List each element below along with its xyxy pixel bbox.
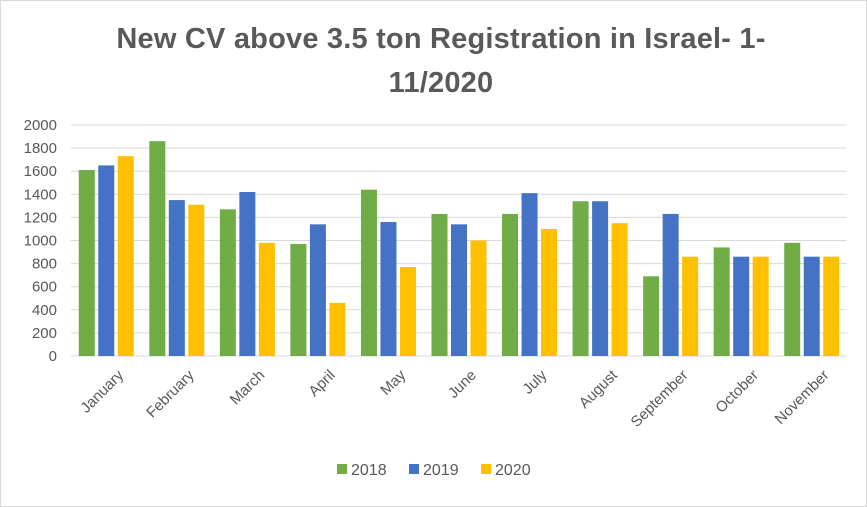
legend: 2018 2019 2020 <box>337 462 531 479</box>
bar-2019-september <box>662 213 679 356</box>
y-axis: 0 200 400 600 800 1000 1200 1400 1600 1800 2000 <box>24 117 57 365</box>
y-tick-label: 800 <box>32 256 57 273</box>
bar-2018-february <box>149 141 166 356</box>
y-tick-label: 1200 <box>24 209 57 226</box>
bar-2019-june <box>451 224 467 356</box>
bar-2020-march <box>258 242 275 356</box>
x-tick-label: November <box>772 367 833 428</box>
bar-2018-june <box>431 213 448 356</box>
x-axis: January February March April May June July Augu… <box>77 366 832 430</box>
bar-2018-april <box>290 243 307 356</box>
bar-2019-april <box>309 224 326 356</box>
bar-2019-october <box>733 256 750 356</box>
bar-2018-september <box>643 276 660 356</box>
x-tick-label: June <box>445 367 480 402</box>
bar-2019-august <box>592 201 609 356</box>
legend-label: 2020 <box>495 462 531 479</box>
y-tick-label: 1400 <box>24 186 57 203</box>
bar-2019-february <box>168 200 185 356</box>
x-tick-label: September <box>628 367 692 431</box>
bar-2018-august <box>572 201 589 356</box>
x-tick-label: January <box>77 366 127 416</box>
x-tick-label: August <box>576 366 622 412</box>
y-tick-label: 1600 <box>24 163 57 180</box>
bar-2018-may <box>360 189 377 356</box>
bar-2019-july <box>521 193 538 356</box>
bar-2019-november <box>803 256 820 356</box>
y-tick-label: 2000 <box>24 117 57 134</box>
bar-2020-august <box>611 223 628 356</box>
bar-2019-may <box>380 222 397 356</box>
legend-swatch <box>337 464 347 474</box>
y-tick-label: 600 <box>32 279 57 296</box>
bar-2020-september <box>682 256 699 356</box>
bar-2020-october <box>752 256 769 356</box>
x-tick-label: October <box>712 367 762 417</box>
bar-2020-june <box>470 240 487 356</box>
y-tick-label: 1000 <box>24 233 57 250</box>
x-tick-label: April <box>305 367 338 400</box>
y-tick-label: 0 <box>49 348 57 365</box>
legend-label: 2019 <box>423 462 459 479</box>
y-tick-label: 200 <box>32 325 57 342</box>
bar-2020-november <box>823 256 840 356</box>
bar-2018-july <box>502 213 519 356</box>
legend-label: 2018 <box>351 462 387 479</box>
bar-2019-march <box>239 191 256 356</box>
bar-2018-march <box>219 209 236 356</box>
bar-2019-january <box>98 165 115 356</box>
legend-swatch <box>409 464 419 474</box>
bar-2018-january <box>78 170 95 356</box>
chart-title: New CV above 3.5 ton Registration in Isr… <box>116 23 766 99</box>
bar-2020-april <box>329 302 346 356</box>
x-tick-label: March <box>227 367 268 408</box>
bar-2018-november <box>784 242 801 356</box>
bar-2020-january <box>117 156 134 356</box>
x-tick-label: May <box>377 366 409 398</box>
bars <box>78 141 840 356</box>
bar-2018-october <box>713 247 730 356</box>
x-tick-label: February <box>143 366 198 421</box>
bar-2020-july <box>541 228 558 356</box>
bar-2020-february <box>188 204 205 356</box>
legend-swatch <box>481 464 491 474</box>
x-tick-label: July <box>519 366 550 397</box>
y-tick-label: 400 <box>32 302 57 319</box>
bar-2020-may <box>399 267 416 356</box>
y-tick-label: 1800 <box>24 140 57 157</box>
